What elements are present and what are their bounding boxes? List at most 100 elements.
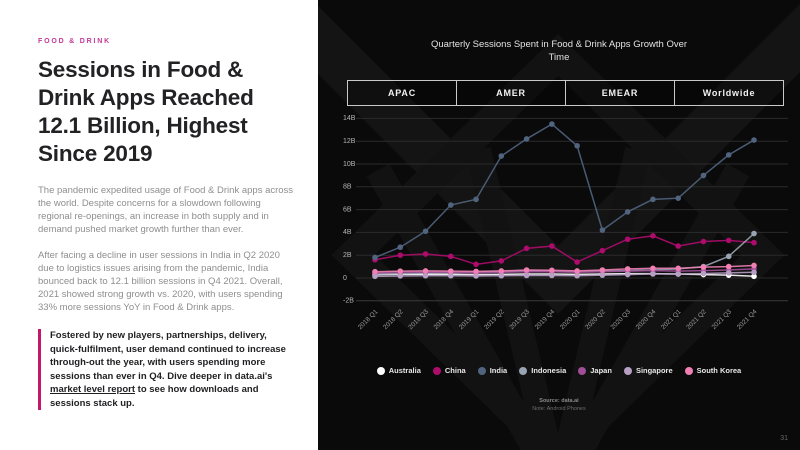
data-point bbox=[422, 228, 429, 235]
series-line-south-korea bbox=[374, 264, 755, 273]
data-point bbox=[422, 251, 429, 257]
data-point bbox=[751, 269, 757, 276]
data-point bbox=[675, 195, 681, 201]
source-note: Source: data.ai Note: Android Phones bbox=[318, 397, 800, 413]
data-point bbox=[473, 261, 479, 268]
note-line: Note: Android Phones bbox=[532, 406, 586, 412]
chart-legend: Australia China India Indonesia Japan Singapo… bbox=[328, 366, 790, 375]
data-point bbox=[397, 244, 404, 251]
data-point bbox=[650, 196, 656, 203]
y-axis-tick-label: 8B bbox=[343, 184, 352, 191]
data-point bbox=[549, 267, 555, 274]
data-point bbox=[498, 153, 505, 159]
chart-title: Quarterly Sessions Spent in Food & Drink… bbox=[430, 39, 688, 63]
data-point bbox=[523, 245, 530, 252]
data-point bbox=[650, 265, 656, 272]
y-axis-tick-label: -2B bbox=[343, 298, 354, 305]
legend-swatch-icon bbox=[477, 366, 486, 375]
page-number: 31 bbox=[780, 435, 788, 442]
data-point bbox=[498, 272, 505, 279]
data-point bbox=[599, 247, 606, 254]
legend-label: Indonesia bbox=[531, 366, 567, 375]
x-axis-tick-label: 2019 Q2 bbox=[483, 308, 506, 331]
region-tab-emear[interactable]: EMEAR bbox=[565, 80, 675, 106]
data-point bbox=[751, 230, 757, 237]
chart-panel: Quarterly Sessions Spent in Food & Drink… bbox=[318, 0, 800, 450]
callout-paragraph: Fostered by new players, partnerships, d… bbox=[38, 329, 296, 410]
data-point bbox=[675, 243, 681, 249]
data-point bbox=[448, 272, 454, 279]
data-point bbox=[574, 272, 580, 279]
y-axis-tick-label: 14B bbox=[343, 115, 356, 122]
category-eyebrow: FOOD & DRINK bbox=[38, 38, 111, 45]
data-point bbox=[473, 196, 479, 203]
data-point bbox=[624, 266, 631, 272]
data-point bbox=[448, 268, 454, 274]
legend-item-indonesia[interactable]: Indonesia bbox=[519, 366, 566, 375]
data-point bbox=[473, 268, 479, 275]
y-axis-tick-label: 2B bbox=[343, 252, 352, 259]
legend-item-australia[interactable]: Australia bbox=[376, 366, 421, 375]
data-point bbox=[523, 272, 530, 279]
data-point bbox=[523, 267, 530, 273]
data-point bbox=[751, 239, 757, 246]
legend-item-india[interactable]: India bbox=[477, 366, 508, 375]
x-axis-tick-label: 2020 Q1 bbox=[559, 308, 582, 331]
data-point bbox=[397, 268, 404, 274]
x-axis-tick-label: 2019 Q1 bbox=[458, 308, 481, 331]
legend-label: India bbox=[489, 366, 508, 375]
data-point bbox=[574, 268, 580, 274]
data-point bbox=[624, 209, 631, 215]
x-axis-tick-label: 2019 Q3 bbox=[508, 308, 531, 331]
data-point bbox=[599, 267, 606, 273]
data-point bbox=[725, 253, 732, 260]
data-point bbox=[700, 238, 707, 245]
data-point bbox=[675, 271, 681, 277]
legend-label: South Korea bbox=[696, 366, 742, 375]
data-point bbox=[725, 152, 732, 158]
data-point bbox=[751, 137, 757, 143]
data-point bbox=[372, 254, 378, 261]
data-point bbox=[397, 252, 404, 258]
x-axis-tick-label: 2018 Q4 bbox=[433, 308, 456, 331]
data-point bbox=[725, 270, 732, 276]
legend-label: China bbox=[444, 366, 466, 375]
legend-item-japan[interactable]: Japan bbox=[578, 366, 612, 375]
data-point bbox=[725, 263, 732, 270]
data-point bbox=[549, 121, 555, 127]
region-tab-worldwide[interactable]: Worldwide bbox=[674, 80, 784, 106]
market-level-report-link[interactable]: market level report bbox=[50, 384, 136, 395]
data-point bbox=[574, 142, 580, 149]
legend-swatch-icon bbox=[519, 366, 528, 375]
series-line-china bbox=[374, 235, 755, 266]
data-point bbox=[422, 268, 429, 274]
legend-swatch-icon bbox=[432, 366, 441, 375]
source-line: Source: data.ai bbox=[539, 398, 579, 404]
data-point bbox=[549, 272, 555, 279]
legend-item-singapore[interactable]: Singapore bbox=[623, 366, 673, 375]
region-tab-apac[interactable]: APAC bbox=[347, 80, 457, 106]
x-axis-tick-label: 2020 Q2 bbox=[584, 308, 607, 331]
x-axis-tick-label: 2018 Q3 bbox=[407, 308, 430, 331]
legend-item-south-korea[interactable]: South Korea bbox=[684, 366, 742, 375]
x-axis-tick-label: 2020 Q4 bbox=[635, 308, 658, 331]
data-point bbox=[473, 273, 479, 279]
x-axis-tick-label: 2021 Q3 bbox=[711, 308, 734, 331]
x-axis-tick-label: 2019 Q4 bbox=[534, 308, 557, 331]
data-point bbox=[372, 268, 378, 275]
data-point bbox=[448, 202, 454, 208]
y-axis-tick-label: 6B bbox=[343, 206, 352, 213]
legend-item-china[interactable]: China bbox=[432, 366, 466, 375]
data-point bbox=[448, 253, 454, 260]
left-panel: FOOD & DRINK Sessions in Food & Drink Ap… bbox=[0, 0, 318, 450]
legend-swatch-icon bbox=[578, 366, 587, 375]
data-point bbox=[624, 271, 631, 278]
data-point bbox=[700, 270, 707, 277]
legend-label: Singapore bbox=[635, 366, 673, 375]
x-axis-tick-label: 2021 Q2 bbox=[685, 308, 708, 331]
region-tab-amer[interactable]: AMER bbox=[456, 80, 566, 106]
data-point bbox=[498, 268, 505, 274]
data-point bbox=[725, 237, 732, 244]
